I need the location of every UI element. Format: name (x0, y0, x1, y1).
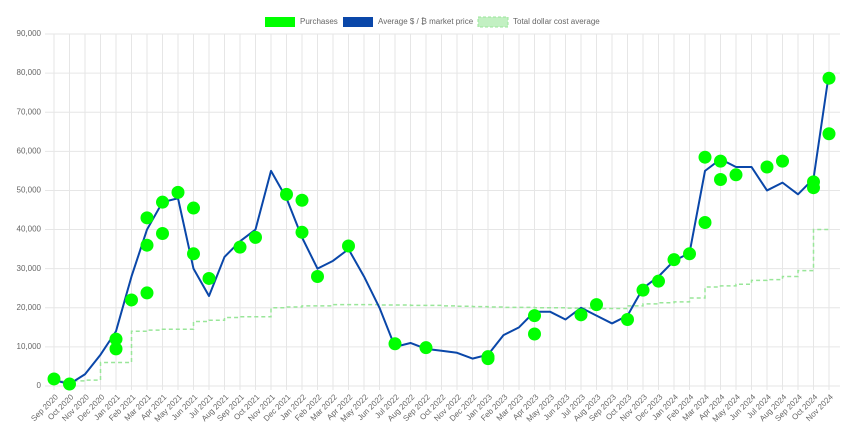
purchase-point (683, 247, 696, 261)
purchase-point (171, 185, 185, 199)
purchase-point (187, 201, 200, 215)
y-tick-label: 40,000 (17, 225, 42, 234)
purchase-point (233, 240, 247, 254)
purchase-point (822, 127, 836, 141)
purchase-point (621, 313, 634, 327)
purchase-point (714, 172, 727, 186)
purchase-point (187, 247, 200, 261)
y-tick-label: 80,000 (17, 68, 42, 77)
purchase-point (698, 216, 712, 230)
purchase-point (636, 283, 650, 297)
purchase-point (109, 332, 123, 346)
legend-label: Average $ / ₿ market price (378, 17, 474, 26)
purchase-point (760, 160, 774, 174)
y-tick-label: 10,000 (17, 342, 42, 351)
y-tick-label: 30,000 (17, 264, 42, 273)
purchase-point (729, 168, 743, 182)
purchase-point (667, 253, 681, 267)
price-line (53, 72, 830, 386)
legend-label: Purchases (300, 17, 338, 26)
purchase-point (295, 225, 309, 239)
purchase-point (481, 352, 495, 366)
purchase-point (47, 372, 61, 386)
purchase-point (822, 71, 836, 85)
legend-label: Total dollar cost average (513, 17, 600, 26)
y-tick-label: 70,000 (17, 107, 42, 116)
purchase-point (590, 298, 603, 312)
purchase-point (109, 342, 123, 356)
purchase-point (311, 269, 324, 283)
y-tick-label: 90,000 (17, 29, 42, 38)
purchase-point (776, 154, 789, 168)
purchase-point (698, 150, 712, 164)
purchase-point (652, 274, 665, 288)
purchase-point (342, 239, 355, 253)
y-tick-label: 20,000 (17, 303, 42, 312)
purchase-point (125, 293, 138, 307)
purchase-point (156, 195, 169, 209)
purchase-point (280, 187, 293, 201)
y-tick-label: 0 (37, 381, 42, 390)
purchase-point (249, 230, 262, 244)
purchase-point (574, 308, 588, 322)
purchase-point (140, 238, 154, 252)
purchase-point (140, 211, 154, 225)
y-tick-label: 50,000 (17, 186, 42, 195)
purchase-point (140, 286, 154, 300)
purchase-point (156, 226, 169, 240)
purchase-point (714, 154, 727, 168)
purchase-point (528, 327, 541, 341)
y-tick-label: 60,000 (17, 146, 42, 155)
purchase-point (63, 377, 76, 391)
purchase-point (388, 337, 402, 351)
purchase-point (807, 175, 820, 189)
purchase-point (419, 341, 433, 355)
legend-swatch (477, 16, 509, 28)
legend-swatch (265, 17, 295, 27)
legend-swatch (343, 17, 373, 27)
cost-average-line (53, 228, 829, 383)
purchase-point (202, 271, 216, 285)
purchase-point (528, 309, 541, 323)
purchase-point (295, 193, 309, 207)
